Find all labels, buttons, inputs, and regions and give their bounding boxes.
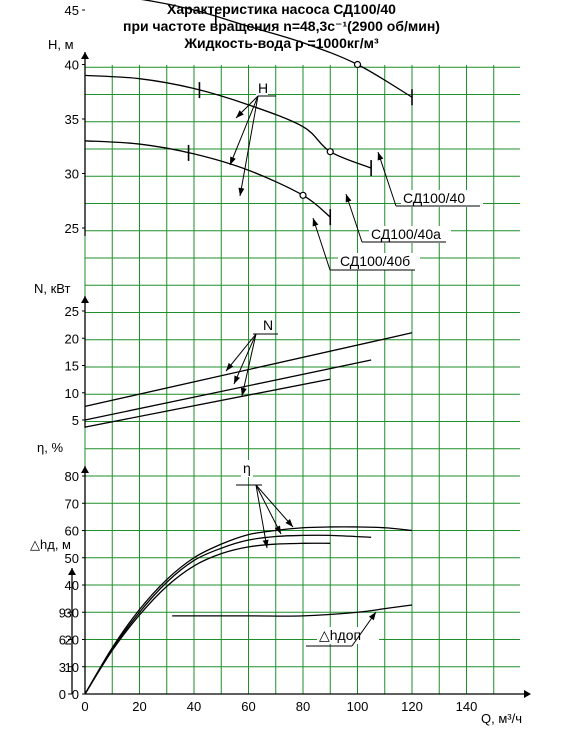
curve-label-eta: η	[243, 460, 251, 476]
series-label-40: СД100/40	[403, 190, 465, 206]
y-tick-label-dh: 9	[59, 605, 66, 620]
x-tick-label: 0	[81, 699, 88, 714]
series-leader-40a	[345, 193, 363, 243]
curve-label-dh-bg	[317, 627, 379, 644]
y-tick-label-eta: 60	[65, 524, 79, 539]
curve-eta	[84, 526, 413, 695]
y-tick-label-eta: 80	[65, 469, 79, 484]
chart-title-line-1: Характеристика насоса СД100/40	[167, 1, 396, 17]
y-tick-label-dh: 0	[59, 687, 66, 702]
y-tick-label-N: 20	[65, 331, 79, 346]
x-tick-label: 80	[296, 699, 310, 714]
tick-labels: 0204060801001201402530354045505101520250…	[30, 3, 522, 726]
y-axis-label-dh: △hд, м	[30, 537, 71, 552]
series-leader-40b-head	[312, 218, 319, 227]
x-axis-label: Q, м³/ч	[481, 711, 522, 726]
y-tick-label-eta: 40	[65, 578, 79, 593]
y-axis-label-H: H, м	[48, 37, 74, 52]
leader-eta-2-head	[274, 525, 281, 534]
leader-N-2	[233, 333, 257, 385]
y-tick-label-N: 15	[65, 359, 79, 374]
y-axis-arrow-eta	[81, 466, 89, 473]
y-tick-label-N: 5	[72, 413, 79, 428]
y-axis-label-N: N, кВт	[34, 281, 71, 296]
marks	[187, 8, 413, 226]
leader-eta-1-head	[285, 519, 293, 527]
operating-point-marker	[299, 191, 307, 199]
y-axis-arrow-N	[81, 296, 89, 303]
leader-N-3-head	[240, 387, 247, 396]
annotations: H Nη △hдоп СД100/40 СД100/40а СД100/40б	[225, 80, 483, 647]
y-tick-label-dh: 6	[59, 633, 66, 648]
y-axis-arrow-dh	[68, 568, 76, 575]
x-tick-label: 60	[241, 699, 255, 714]
x-tick-label: 120	[401, 699, 423, 714]
leader-N-1-head	[226, 362, 234, 371]
y-tick-label-eta: 0	[72, 687, 79, 702]
y-tick-label-H: 45	[65, 3, 79, 18]
series-leader-40	[377, 151, 397, 207]
leader-N-3	[241, 333, 257, 397]
curve-label-H: H	[258, 80, 268, 96]
y-tick-label-dh: 3	[59, 660, 66, 675]
series-label-40b: СД100/40б	[340, 253, 410, 269]
x-axis-arrow	[524, 690, 531, 698]
curve-label-H-bg	[256, 80, 268, 97]
x-tick-label: 20	[132, 699, 146, 714]
series-leader-40b	[312, 217, 331, 271]
curve-label-eta-bg	[241, 460, 253, 477]
y-tick-label-H: 40	[65, 58, 79, 73]
operating-point-marker	[353, 60, 362, 69]
curve-H	[84, 140, 331, 218]
series-label-40a: СД100/40а	[371, 226, 441, 242]
leader-H-1-head	[236, 110, 244, 118]
y-tick-label-eta: 70	[65, 496, 79, 511]
curve-label-N: N	[263, 317, 273, 333]
y-tick-label-eta: 50	[65, 551, 79, 566]
curve-eta	[84, 534, 372, 695]
chart-title-line-3: Жидкость-вода ρ =1000кг/м³	[184, 35, 379, 51]
series-label-40a-bg	[369, 226, 451, 243]
chart-title-line-2: при частоте вращения n=48,3c⁻¹(2900 об/м…	[123, 18, 440, 34]
curve-dh	[172, 604, 413, 617]
y-tick-label-H: 35	[65, 112, 79, 127]
leader-eta-3-head	[262, 539, 269, 548]
operating-point-marker	[326, 148, 334, 156]
curve-N	[84, 332, 413, 408]
leader-H-3	[239, 95, 259, 197]
leader-H-2-head	[230, 156, 236, 165]
series-leader-40a-head	[345, 194, 352, 203]
leader-eta-3	[255, 484, 268, 549]
y-tick-label-H: 30	[65, 167, 79, 182]
leader-eta-2	[255, 484, 282, 535]
y-tick-label-H: 25	[65, 221, 79, 236]
leader-H-3-head	[238, 187, 245, 196]
curve-eta	[84, 542, 331, 695]
leader-N-2-head	[234, 375, 240, 384]
curve-label-N-bg	[261, 317, 273, 334]
leader-H-2	[229, 95, 259, 166]
y-tick-label-N: 25	[65, 304, 79, 319]
curve-N	[84, 359, 372, 421]
x-tick-label: 140	[456, 699, 478, 714]
curve-label-dh: △hдоп	[319, 627, 361, 643]
series-leader-40-head	[377, 152, 384, 161]
series-label-40b-bg	[338, 253, 420, 270]
x-tick-label: 100	[347, 699, 369, 714]
leader-eta-1	[255, 484, 294, 528]
y-tick-label-N: 10	[65, 386, 79, 401]
leader-dh-head	[368, 612, 376, 621]
y-axis-label-eta: η, %	[37, 440, 63, 455]
series-label-40-bg	[401, 190, 483, 207]
x-tick-label: 40	[187, 699, 201, 714]
y-axis-arrow-H	[81, 52, 89, 59]
curve-N	[84, 378, 331, 428]
axes	[68, 52, 531, 698]
